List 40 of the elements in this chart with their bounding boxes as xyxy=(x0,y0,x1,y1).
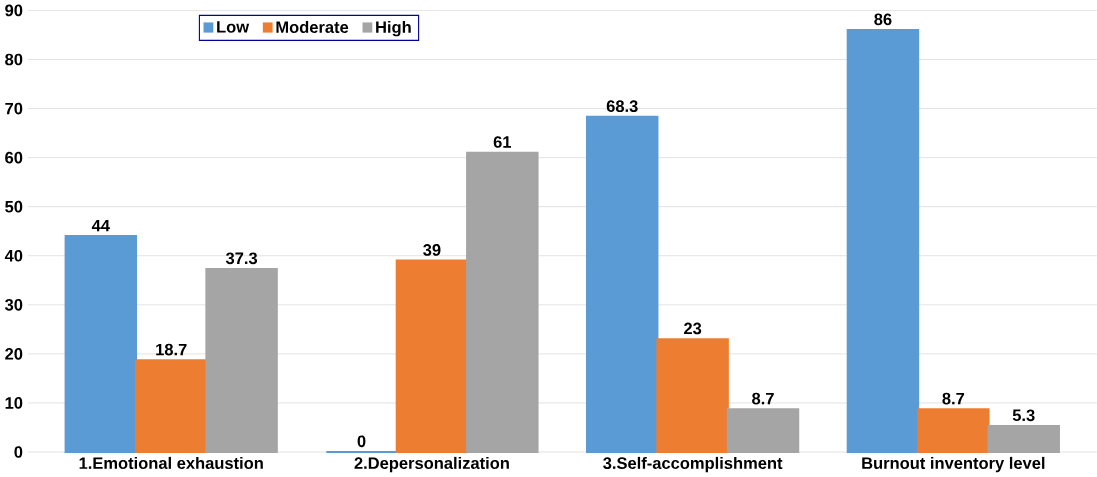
bar xyxy=(64,235,138,454)
bar xyxy=(395,259,469,454)
bar xyxy=(917,408,990,454)
y-tick-label: 50 xyxy=(5,200,23,213)
data-label: 18.7 xyxy=(156,343,187,356)
x-tick-label: 3.Self-accomplishment xyxy=(603,456,783,473)
y-tick-label: 70 xyxy=(5,102,23,115)
y-tick-label: 0 xyxy=(14,446,23,458)
data-label: 39 xyxy=(423,244,441,256)
data-label: 23 xyxy=(684,322,702,335)
y-tick-label: 30 xyxy=(4,299,23,311)
legend-label: Low xyxy=(217,21,250,33)
data-label: 8.7 xyxy=(942,392,965,405)
x-tick-label: 1.Emotional exhaustion xyxy=(79,456,263,470)
legend-label: Moderate xyxy=(276,20,349,34)
bar xyxy=(205,268,278,454)
x-tick-label: 2.Depersonalization xyxy=(354,456,509,473)
y-tick-label: 20 xyxy=(5,348,23,360)
bar xyxy=(726,408,800,454)
x-tick-label: Burnout inventory level xyxy=(862,456,1045,473)
bar xyxy=(846,29,920,454)
bar xyxy=(586,115,659,454)
data-label: 68.3 xyxy=(606,100,638,113)
bar xyxy=(987,425,1060,454)
data-label: 5.3 xyxy=(1012,409,1035,422)
bar xyxy=(466,151,539,454)
data-label: 44 xyxy=(91,219,110,232)
y-tick-label: 80 xyxy=(5,53,23,66)
data-label: 61 xyxy=(493,136,512,148)
data-label: 37.3 xyxy=(225,252,258,265)
data-label: 0 xyxy=(357,435,366,448)
data-label: 86 xyxy=(874,13,892,26)
y-tick-label: 90 xyxy=(5,4,23,17)
y-tick-label: 60 xyxy=(5,151,23,164)
bar xyxy=(134,359,208,454)
legend-label: High xyxy=(376,20,411,37)
data-label: 8.7 xyxy=(752,392,774,405)
y-tick-label: 40 xyxy=(4,249,23,262)
bar xyxy=(656,338,729,454)
y-tick-label: 10 xyxy=(5,397,23,409)
